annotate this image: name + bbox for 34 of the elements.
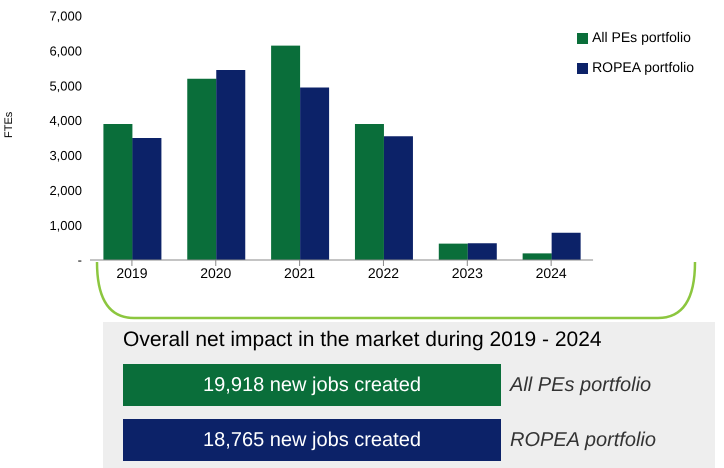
text: All PEs portfolio — [510, 372, 652, 398]
bar — [438, 244, 468, 260]
bar — [132, 138, 162, 260]
bar — [300, 87, 330, 260]
bar — [522, 253, 552, 260]
bar — [103, 124, 132, 260]
bar — [354, 124, 384, 260]
y-tick-label: 3,000 — [49, 148, 82, 164]
x-tick-label: 2020 — [200, 264, 232, 281]
bar — [384, 136, 413, 260]
y-tick-label: 1,000 — [49, 218, 82, 233]
y-tick-label: 4,000 — [49, 113, 82, 128]
y-tick-label: 6,000 — [49, 43, 82, 58]
bar — [187, 78, 216, 260]
bar — [271, 46, 300, 260]
y-tick-label: 5,000 — [49, 78, 82, 94]
legend-label: All PEs portfolio — [592, 29, 691, 45]
text: ROPEA portfolio — [510, 428, 656, 452]
text: Overall net impact in the market during 2019 - 2024 — [123, 328, 602, 352]
bar — [552, 232, 581, 260]
text: 18,765 new jobs created — [123, 419, 501, 461]
y-tick-label: 7,000 — [49, 8, 82, 24]
x-tick-label: 2022 — [368, 264, 400, 281]
x-tick-label: 2023 — [452, 264, 484, 281]
x-tick-label: 2024 — [536, 264, 567, 281]
y-tick-label: 2,000 — [49, 182, 82, 198]
bar — [216, 70, 246, 260]
x-tick-label: 2019 — [116, 264, 148, 281]
bar — [468, 243, 497, 260]
y-axis-title: FTEs — [2, 111, 15, 138]
text: 19,918 new jobs created — [123, 364, 501, 406]
x-tick-label: 2021 — [284, 264, 316, 281]
legend-label: ROPEA portfolio — [592, 59, 694, 75]
y-tick-label: - — [78, 252, 82, 268]
